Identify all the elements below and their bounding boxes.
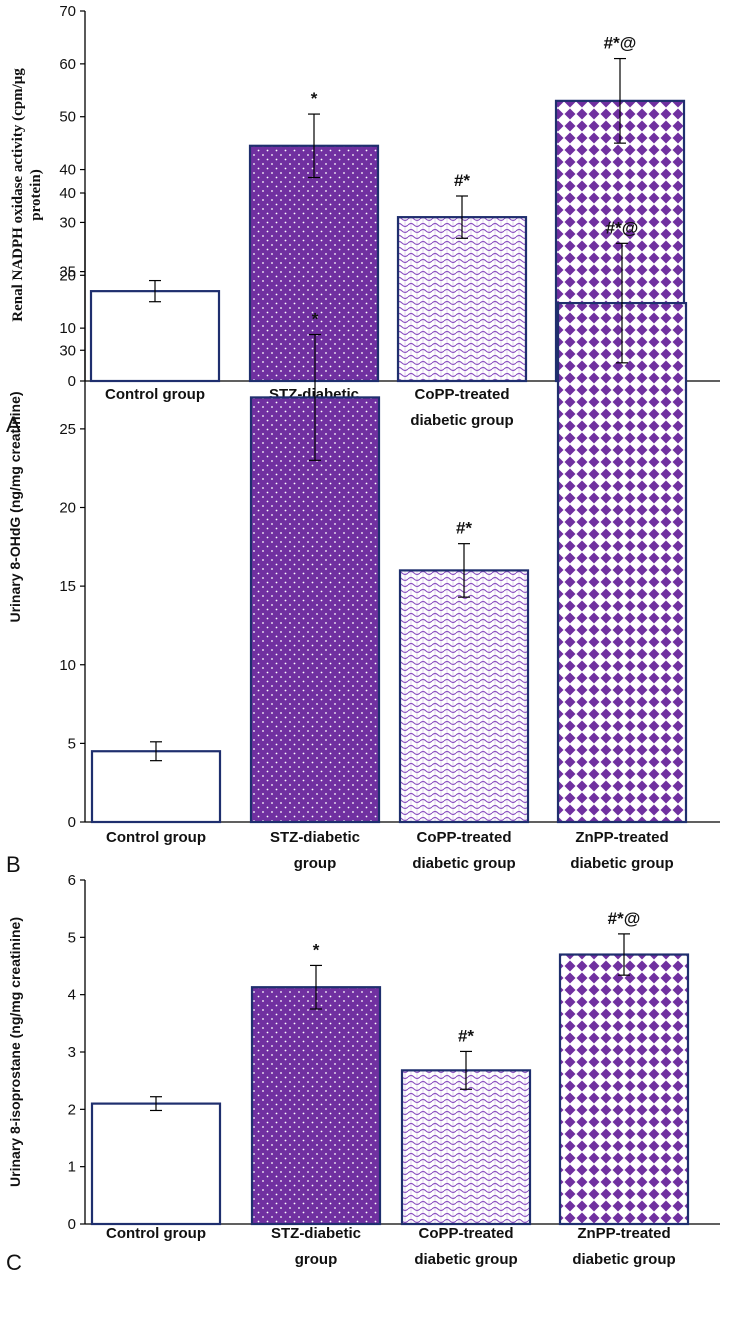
panel-a-y-tick-label: 70 [59, 3, 76, 20]
panel-c-category-label: group [295, 1251, 338, 1268]
panel-a-error-bar [149, 279, 161, 303]
panel-b: 0 5 10 15 20 25 30 35 40 Control group * STZ-diabet… [6, 185, 720, 877]
panel-b-y-tick-label: 20 [59, 500, 76, 517]
panel-c-bar [250, 986, 382, 1226]
panel-c-significance-label: * [313, 940, 320, 959]
panel-b-letter: B [6, 852, 21, 877]
panel-b-category-label: CoPP-treated [416, 829, 511, 846]
panel-a-bar [396, 216, 528, 383]
panel-c-error-bar [618, 933, 630, 976]
panel-c-y-axis-title: Urinary 8-isoprostane (ng/mg creatinine) [7, 917, 23, 1187]
panel-b-error-bar [616, 242, 628, 364]
panel-b-y-tick-label: 25 [59, 421, 76, 438]
panel-b-error-bar [309, 333, 321, 461]
panel-c-error-bar [310, 964, 322, 1010]
panel-a-y-tick-label: 60 [59, 56, 76, 73]
panel-c-significance-label: #* [458, 1026, 474, 1045]
panel-a-category-label: CoPP-treated [414, 386, 509, 403]
panel-b-y-tick-label: 10 [59, 657, 76, 674]
panel-a-y-tick-label: 40 [59, 162, 76, 179]
panel-c-bar [558, 953, 690, 1226]
panel-c-error-bar [150, 1096, 162, 1112]
panel-b-error-bar [150, 741, 162, 762]
panel-b-category-label: group [294, 855, 337, 872]
panel-b-y-tick-label: 30 [59, 342, 76, 359]
panel-a-bar [248, 144, 380, 383]
panel-c-letter: C [6, 1250, 22, 1275]
panel-a-y-tick-label: 10 [59, 320, 76, 337]
panel-a-error-bar [456, 195, 468, 239]
panel-c-category-label: diabetic group [572, 1251, 675, 1268]
panel-b-category-label: diabetic group [570, 855, 673, 872]
panel-b-category-label: STZ-diabetic [270, 829, 360, 846]
panel-a-significance-label: #* [454, 171, 470, 190]
panel-b-y-tick-label: 35 [59, 264, 76, 281]
panel-c-y-tick-label: 4 [68, 987, 76, 1004]
panel-c-y-tick-label: 1 [68, 1159, 76, 1176]
panel-c-category-label: CoPP-treated [418, 1225, 513, 1242]
panel-b-bar [249, 396, 381, 824]
panel-b-y-tick-label: 0 [68, 814, 76, 831]
panel-c-bar [90, 1102, 222, 1226]
panel-c-significance-label: #*@ [608, 909, 641, 928]
panel-c-y-tick-label: 2 [68, 1101, 76, 1118]
panel-c-y-tick-label: 5 [68, 929, 76, 946]
panel-c-category-label: Control group [106, 1225, 206, 1242]
panel-a-category-label: Control group [105, 386, 205, 403]
panel-b-significance-label: * [312, 310, 319, 329]
panel-b-y-axis-title: Urinary 8-OHdG (ng/mg creatinine) [7, 391, 23, 622]
panel-a-y-axis-title: protein) [28, 169, 44, 220]
panel-a-error-bar [308, 113, 320, 179]
panel-c-y-tick-label: 3 [68, 1044, 76, 1061]
panel-c-y-tick-label: 6 [68, 872, 76, 889]
panel-b-y-tick-label: 5 [68, 735, 76, 752]
panel-b-bar [398, 569, 530, 824]
panel-a-significance-label: #*@ [604, 34, 637, 53]
panel-b-error-bar [458, 543, 470, 598]
panel-c-error-bar [460, 1050, 472, 1090]
panel-a-y-tick-label: 0 [68, 373, 76, 390]
panel-a-error-bar [614, 57, 626, 144]
panel-b-significance-label: #* [456, 519, 472, 538]
panel-b-category-label: Control group [106, 829, 206, 846]
panel-a-y-tick-label: 30 [59, 214, 76, 231]
panel-a-letter: A [6, 412, 21, 437]
panel-a-y-axis-title: Renal NADPH oxidase activity (cpm/μg [10, 68, 26, 322]
panel-b-significance-label: #*@ [606, 218, 639, 237]
panel-b-bar [90, 750, 222, 824]
panel-b-bar [556, 301, 688, 824]
panel-a-significance-label: * [311, 89, 318, 108]
panel-c-category-label: diabetic group [414, 1251, 517, 1268]
panel-b-y-tick-label: 40 [59, 185, 76, 202]
panel-a-y-tick-label: 20 [59, 267, 76, 284]
panel-c-bar [400, 1069, 532, 1226]
panel-c: 0 1 2 3 4 5 6 Control group * STZ-diabetic group #*… [6, 872, 720, 1275]
panel-a-bar [89, 290, 221, 383]
panel-c-y-tick-label: 0 [68, 1216, 76, 1233]
panel-a-category-label: diabetic group [410, 412, 513, 429]
panel-b-category-label: diabetic group [412, 855, 515, 872]
panel-a-y-tick-label: 50 [59, 109, 76, 126]
panel-c-category-label: STZ-diabetic [271, 1225, 361, 1242]
panel-c-category-label: ZnPP-treated [577, 1225, 670, 1242]
panel-b-category-label: ZnPP-treated [575, 829, 668, 846]
panel-b-y-tick-label: 15 [59, 578, 76, 595]
